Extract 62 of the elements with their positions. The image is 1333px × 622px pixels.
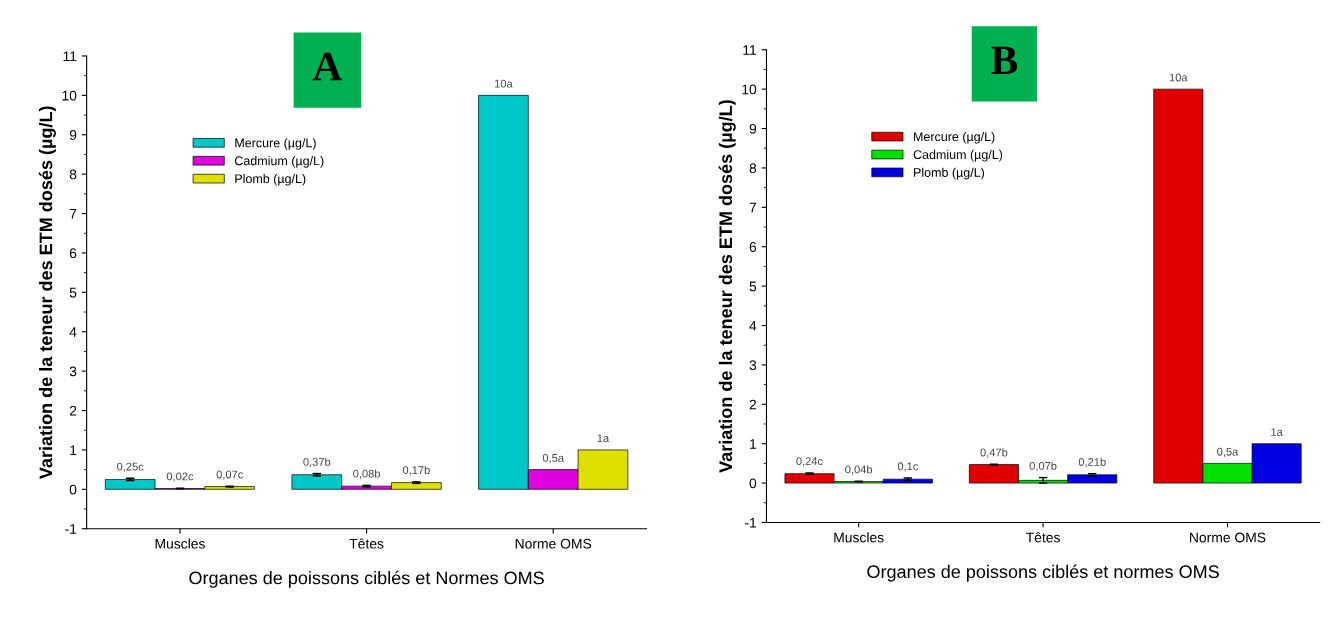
y-tick-label: 8	[749, 163, 757, 174]
y-tick-label: 3	[749, 360, 757, 371]
data-label: 0,17b	[402, 465, 430, 476]
y-tick-label: 2	[69, 405, 77, 416]
y-tick-label: 3	[69, 366, 77, 377]
y-tick-label: 0	[749, 478, 757, 489]
data-label: 0,04b	[845, 465, 873, 475]
y-tick-label: 10	[742, 84, 757, 95]
y-tick-label: -1	[65, 524, 77, 534]
y-tick-label: 9	[69, 130, 77, 140]
data-label: 0,5a	[1217, 447, 1239, 457]
data-label: 10a	[1169, 73, 1188, 82]
y-tick-label: 10	[62, 90, 77, 101]
x-tick-label: Norme OMS	[1190, 532, 1266, 543]
y-tick-label: 11	[63, 51, 77, 62]
y-tick-label: 9	[749, 123, 757, 134]
y-tick-label: 7	[749, 202, 757, 213]
data-label: 0,5a	[542, 453, 565, 464]
x-tick-label: Têtes	[1026, 532, 1060, 543]
data-label: 10a	[495, 79, 513, 88]
y-tick-label: 5	[749, 281, 757, 292]
y-tick-label: 0	[69, 484, 77, 495]
data-label: 0,1c	[897, 462, 919, 472]
x-tick-label: Muscles	[834, 532, 884, 543]
y-tick-label: 4	[749, 320, 757, 331]
y-axis-title: Variation de la teneur des ETM dosés (µg/L)	[38, 106, 56, 479]
chart-title: B	[991, 46, 1018, 75]
y-tick-label: -1	[745, 517, 757, 528]
legend-label: Plomb (µg/L)	[235, 173, 306, 186]
x-tick-label: Têtes	[349, 538, 384, 549]
data-label: 0,07c	[216, 470, 244, 480]
data-label: 1a	[597, 434, 610, 443]
chart-title: A	[312, 52, 343, 81]
y-tick-label: 7	[69, 209, 77, 219]
data-label: 0,47b	[980, 448, 1008, 458]
y-tick-label: 6	[749, 242, 757, 252]
legend-label: Mercure (µg/L)	[914, 131, 995, 144]
legend-label: Cadmium (µg/L)	[913, 149, 1003, 162]
y-tick-label: 1	[750, 439, 757, 449]
y-tick-label: 5	[69, 287, 77, 298]
data-label: 1a	[1271, 428, 1283, 436]
data-label: 0,08b	[353, 469, 381, 479]
y-tick-label: 2	[749, 399, 757, 410]
data-label: 0,37b	[303, 457, 331, 468]
y-tick-label: 4	[69, 327, 77, 337]
y-tick-label: 11	[743, 45, 757, 55]
y-tick-label: 6	[69, 248, 77, 259]
data-label: 0,24c	[796, 457, 823, 467]
y-tick-label: 8	[69, 169, 77, 180]
legend-label: Cadmium (µg/L)	[234, 156, 324, 168]
y-tick-label: 1	[70, 445, 77, 455]
x-tick-label: Muscles	[155, 538, 205, 549]
data-label: 0,02c	[166, 472, 194, 482]
data-label: 0,21b	[1078, 457, 1106, 468]
legend-label: Plomb (µg/L)	[914, 167, 985, 180]
x-axis-title: Organes de poissons ciblés et Normes OMS	[189, 570, 544, 588]
y-axis-title: Variation de la teneur des ETM dosés (µg/L)	[718, 100, 736, 473]
legend-label: Mercure (µg/L)	[235, 138, 316, 150]
x-tick-label: Norme OMS	[515, 538, 592, 549]
data-label: 0,25c	[117, 462, 144, 472]
x-axis-title: Organes de poissons ciblés et normes OMS	[867, 564, 1219, 582]
data-label: 0,07b	[1029, 461, 1057, 472]
